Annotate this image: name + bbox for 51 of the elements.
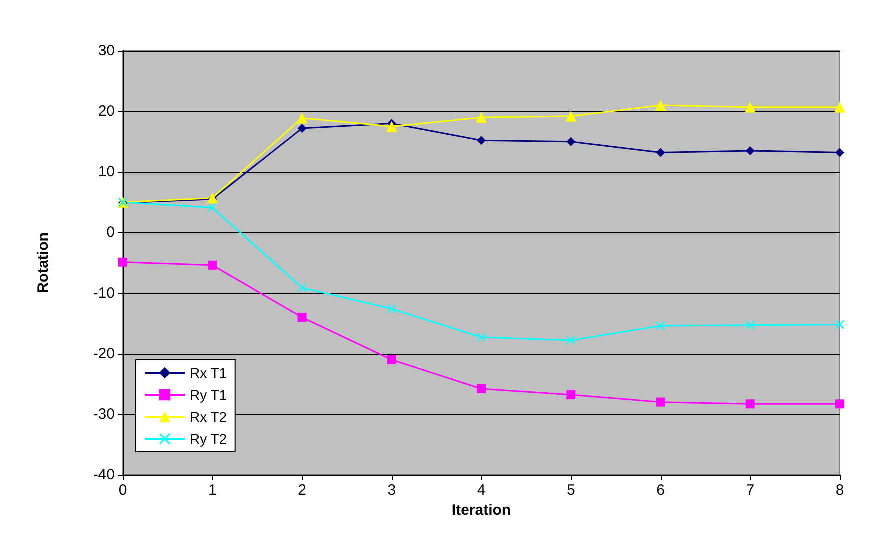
x-tick-label: 3 [388,482,396,499]
point [387,355,396,364]
point [477,136,486,146]
point [476,112,487,124]
point [836,320,844,330]
point [118,258,128,267]
y-tick-label: 0 [106,224,115,242]
point [836,400,844,409]
point [208,260,218,270]
point [656,398,666,407]
x-tick-label: 1 [208,482,217,499]
x-tick-label: 6 [656,482,665,499]
legend-label: Ry T2 [190,431,228,447]
point [834,102,846,113]
x-tick-label: 0 [118,482,128,499]
legend-label: Rx T1 [190,365,228,381]
y-tick-label: -40 [93,466,115,484]
point [208,203,218,212]
point [386,121,398,132]
point [566,110,577,122]
legend-label: Ry T1 [190,387,228,403]
point [746,320,755,330]
point [566,390,576,400]
point [298,313,307,322]
y-axis-title: Rotation [35,232,52,294]
point [744,102,756,113]
point [298,124,307,134]
x-axis-title: Iteration [452,502,512,519]
point [477,384,486,394]
x-tick-label: 5 [566,482,576,499]
point [387,304,396,314]
point [836,148,844,158]
y-tick-label: 20 [98,103,115,120]
y-tick-label: -10 [93,284,115,302]
point [566,137,576,146]
point [656,148,666,158]
point [746,146,755,156]
x-tick-label: 2 [298,482,306,499]
x-tick-label: 4 [477,482,486,499]
legend-label: Rx T2 [190,409,228,425]
x-tick-label: 8 [836,482,844,499]
point [296,112,308,124]
y-tick-label: 30 [98,42,115,60]
point [655,100,666,112]
y-tick-label: -30 [93,406,115,423]
point [656,321,666,330]
point [746,400,755,409]
x-tick-label: 7 [746,482,755,499]
point [566,336,576,346]
y-tick-label: -20 [93,345,115,362]
y-tick-label: 10 [98,164,115,181]
